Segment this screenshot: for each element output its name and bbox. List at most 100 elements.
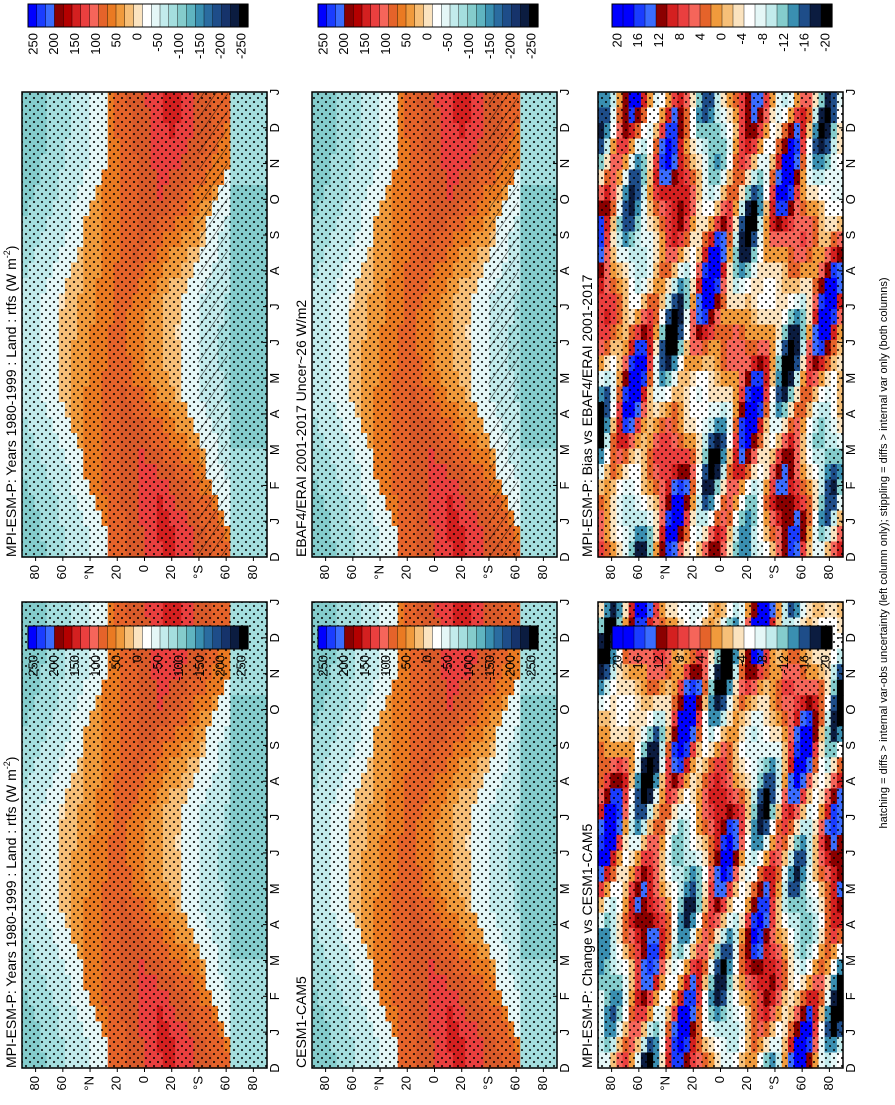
colorbar-tick-label: 250 [25,33,40,55]
month-tick-label: A [267,777,282,786]
lat-tick-label: 80 [317,1076,332,1090]
colorbar-swatch [212,3,223,28]
colorbar-swatch [388,3,398,28]
month-tick-label: J [267,850,282,857]
colorbar-swatch [476,3,486,28]
panel-title: EBAF4/ERAI 2001-2017 Uncer~26 W/m2 [293,300,309,557]
month-tick-label: J [267,518,282,525]
colorbar-tick-label: -200 [503,33,518,59]
colorbar-swatch [45,625,55,650]
lat-tick-label: 80 [27,565,42,579]
month-tick-label: M [267,955,282,966]
month-tick-label: M [267,444,282,455]
colorbar-swatch [458,3,469,28]
colorbar-swatch [98,3,108,28]
lat-tick-label: °N [372,565,387,580]
lat-tick-label: 60 [344,565,359,579]
colorbar-swatch [414,3,425,28]
colorbar-swatch [106,3,117,28]
colorbar-swatch [89,3,99,28]
colorbar-tick-label: -150 [482,33,497,59]
month-tick-label: A [557,266,572,275]
colorbar-swatch [238,3,249,28]
colorbar-tick-label: -50 [150,655,165,674]
colorbar-tick-label: -50 [150,33,165,52]
colorbar-tick-label: 0 [129,655,144,662]
month-tick-label: S [267,230,282,239]
colorbar-tick-label: 150 [67,655,82,677]
colorbar-swatch [98,625,108,650]
colorbar-swatch [212,625,223,650]
colorbar-swatch [423,3,434,28]
month-tick-label: F [557,481,572,489]
colorbar-tick-label: 50 [109,655,124,669]
colorbar-swatch [124,625,135,650]
lat-tick-label: 60 [218,565,233,579]
colorbar-swatch [89,625,99,650]
month-tick-label: O [267,704,282,714]
lat-tick-label: 60 [508,565,523,579]
lat-tick-label: 80 [535,565,550,579]
colorbar-tick-label: -150 [192,33,207,59]
month-tick-label: N [267,669,282,678]
lat-tick-label: 20 [163,1076,178,1090]
colorbar-swatch [194,3,205,28]
month-tick-label: J [267,814,282,821]
lat-tick-label: 60 [344,1076,359,1090]
hatching-overlay [488,92,518,557]
colorbar-swatch [177,3,188,28]
lat-tick-label: °N [82,565,97,580]
lat-tick-label: 20 [399,565,414,579]
colorbar-swatch [353,3,363,28]
lat-tick-label: °N [82,1076,97,1091]
colorbar-tick-label: -50 [440,33,455,52]
colorbar-swatch [54,625,64,650]
colorbar-tick-label: -250 [233,33,248,59]
colorbar-tick-label: 100 [88,33,103,55]
colorbar-swatch [432,3,442,28]
colorbar-swatch [317,3,328,28]
colorbar-tick-label: -200 [213,33,228,59]
colorbar-tick-label: 0 [419,33,434,40]
lat-tick-label: °S [480,565,495,579]
colorbar-swatch [441,3,451,28]
month-tick-label: J [267,339,282,346]
colorbar-tick-label: 100 [378,33,393,55]
colorbar-tick-label: 200 [46,655,61,677]
colorbar-swatch [186,3,196,28]
colorbar-swatch [344,3,354,28]
colorbar-swatch [238,625,249,650]
colorbar-swatch [186,625,196,650]
colorbar-swatch [71,625,82,650]
lat-tick-label: 80 [245,1076,260,1090]
colorbar-tick-label: 200 [46,33,61,55]
colorbar-tick-label: -100 [461,33,476,59]
lat-tick-label: °S [190,565,205,579]
colorbar-swatch [230,625,240,650]
panel-ebaf4-erai: 80 60 °N 20 0 20 °S 60 80DJFMAMJJASONDJEBAF4/ERA… [293,3,572,580]
colorbar-swatch [168,625,179,650]
colorbar-swatch [133,3,144,28]
colorbar-swatch [529,3,539,28]
colorbar-swatch [142,625,152,650]
colorbar-swatch [63,625,73,650]
colorbar-tick-label: 50 [109,33,124,47]
colorbar-swatch [194,625,205,650]
lat-tick-label: 0 [136,1076,151,1083]
lat-tick-label: 20 [109,565,124,579]
colorbar-tick-label: 50 [399,33,414,47]
colorbar-swatch [405,3,416,28]
colorbar-swatch [493,3,504,28]
colorbar-swatch [36,625,47,650]
colorbar-swatch [485,3,495,28]
colorbar-tick-label: 250 [25,655,40,677]
colorbar-tick-label: 200 [336,33,351,55]
colorbar-swatch [326,3,337,28]
lat-tick-label: 60 [54,565,69,579]
colorbar-swatch [159,3,170,28]
colorbar-tick-label: -100 [171,655,186,681]
colorbar-swatch [80,3,91,28]
month-tick-label: J [267,303,282,310]
month-tick-label: F [267,481,282,489]
